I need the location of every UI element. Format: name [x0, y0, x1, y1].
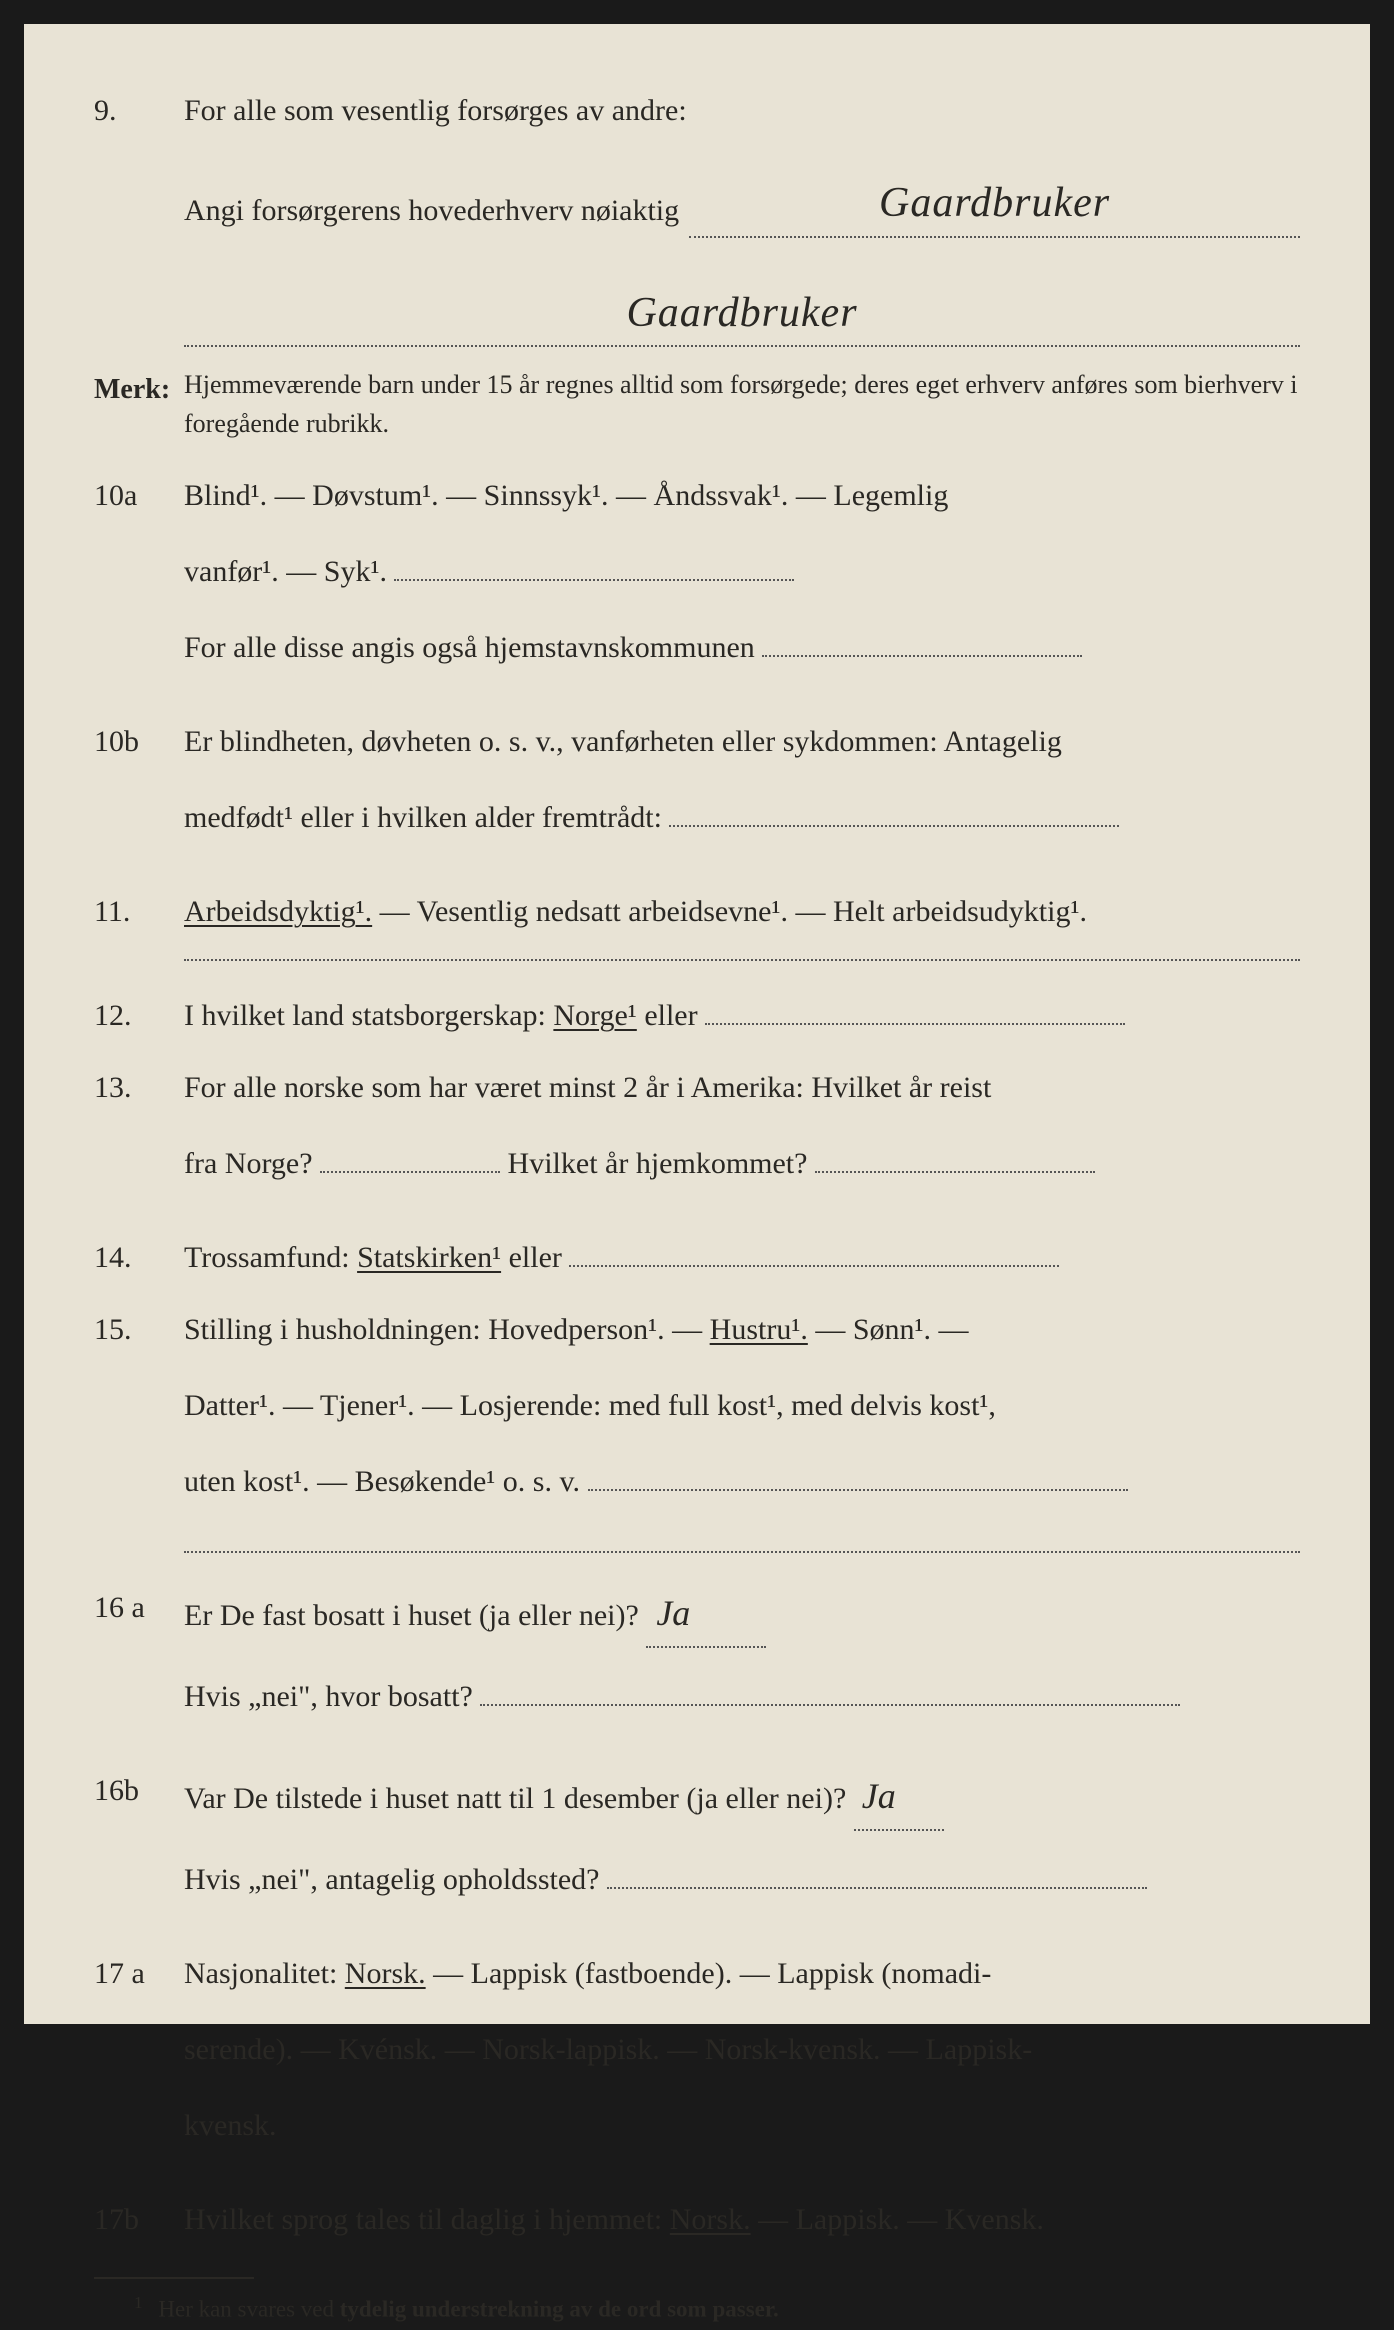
q15-number: 15. — [94, 1303, 184, 1531]
q10b-line1: Er blindheten, døvheten o. s. v., vanfør… — [184, 715, 1300, 769]
q15-line1c: — Sønn¹. — — [808, 1313, 969, 1346]
question-16b: 16b Var De tilstede i huset natt til 1 d… — [94, 1764, 1300, 1929]
q14-part3: eller — [501, 1241, 562, 1274]
q9-line1: For alle som vesentlig forsørges av andr… — [184, 84, 1300, 138]
question-16a: 16 a Er De fast bosatt i huset (ja eller… — [94, 1581, 1300, 1746]
q14-part1: Trossamfund: — [184, 1241, 357, 1274]
q17b-part3: — Lappisk. — Kvensk. — [751, 2203, 1044, 2236]
q12-part1: I hvilket land statsborgerskap: — [184, 999, 553, 1032]
footnote: 1 Her kan svares ved tydelig understrekn… — [94, 2287, 1300, 2330]
divider-2 — [184, 1551, 1300, 1553]
q17a-number: 17 a — [94, 1947, 184, 2175]
q13-number: 13. — [94, 1061, 184, 1213]
q17a-part3: — Lappisk (fastboende). — Lappisk (nomad… — [426, 1957, 992, 1990]
q9-number: 9. — [94, 84, 184, 252]
footnote-text1: Her kan svares ved — [158, 2296, 339, 2321]
q14-underlined: Statskirken¹ — [357, 1241, 501, 1274]
question-17a: 17 a Nasjonalitet: Norsk. — Lappisk (fas… — [94, 1947, 1300, 2175]
q17b-number: 17b — [94, 2193, 184, 2247]
footnote-number: 1 — [134, 2293, 143, 2312]
q17a-line2: serende). — Kvénsk. — Norsk-lappisk. — N… — [184, 2023, 1300, 2077]
q10b-fill[interactable] — [669, 825, 1119, 827]
question-14: 14. Trossamfund: Statskirken¹ eller — [94, 1231, 1300, 1285]
q9-handwritten-1: Gaardbruker — [879, 166, 1110, 242]
q12-number: 12. — [94, 989, 184, 1043]
divider-1 — [184, 959, 1300, 961]
q13-fill1[interactable] — [320, 1171, 500, 1173]
q13-line1: For alle norske som har været minst 2 år… — [184, 1061, 1300, 1115]
q17a-line3: kvensk. — [184, 2099, 1300, 2153]
q9-answer-field[interactable]: Gaardbruker — [689, 160, 1300, 238]
question-11: 11. Arbeidsdyktig¹. — Vesentlig nedsatt … — [94, 885, 1300, 939]
q10a-fill2[interactable] — [762, 655, 1082, 657]
q13-line2a: fra Norge? — [184, 1147, 313, 1180]
q10a-fill[interactable] — [394, 579, 794, 581]
q13-fill2[interactable] — [815, 1171, 1095, 1173]
question-13: 13. For alle norske som har været minst … — [94, 1061, 1300, 1213]
question-10a: 10a Blind¹. — Døvstum¹. — Sinnssyk¹. — Å… — [94, 469, 1300, 697]
q16b-line1: Var De tilstede i huset natt til 1 desem… — [184, 1782, 846, 1815]
merk-note: Merk: Hjemmeværende barn under 15 år reg… — [94, 365, 1300, 443]
q17a-part1: Nasjonalitet: — [184, 1957, 345, 1990]
q9-answer-line2[interactable]: Gaardbruker — [184, 270, 1300, 348]
q14-number: 14. — [94, 1231, 184, 1285]
q10b-line2: medfødt¹ eller i hvilken alder fremtrådt… — [184, 801, 662, 834]
question-10b: 10b Er blindheten, døvheten o. s. v., va… — [94, 715, 1300, 867]
footnote-rule — [94, 2277, 254, 2279]
q11-number: 11. — [94, 885, 184, 939]
q11-rest: — Vesentlig nedsatt arbeidsevne¹. — Helt… — [372, 895, 1087, 928]
q10b-number: 10b — [94, 715, 184, 867]
footnote-bold: tydelig understrekning av de ord som pas… — [340, 2296, 779, 2321]
question-12: 12. I hvilket land statsborgerskap: Norg… — [94, 989, 1300, 1043]
q14-fill[interactable] — [569, 1265, 1059, 1267]
q13-line2b: Hvilket år hjemkommet? — [508, 1147, 808, 1180]
q16b-fill[interactable] — [607, 1887, 1147, 1889]
question-17b: 17b Hvilket sprog tales til daglig i hje… — [94, 2193, 1300, 2247]
q17a-underlined: Norsk. — [345, 1957, 426, 1990]
q16a-line1: Er De fast bosatt i huset (ja eller nei)… — [184, 1599, 639, 1632]
q15-line3: uten kost¹. — Besøkende¹ o. s. v. — [184, 1465, 580, 1498]
q10a-number: 10a — [94, 469, 184, 697]
q15-line2: Datter¹. — Tjener¹. — Losjerende: med fu… — [184, 1379, 1300, 1433]
merk-text: Hjemmeværende barn under 15 år regnes al… — [184, 365, 1300, 443]
q16b-answer-field[interactable]: Ja — [854, 1764, 944, 1831]
q16a-answer-field[interactable]: Ja — [646, 1581, 766, 1648]
q17b-underlined: Norsk. — [670, 2203, 751, 2236]
q10a-line3: For alle disse angis også hjemstavnskomm… — [184, 631, 755, 664]
q12-part3: eller — [637, 999, 698, 1032]
q16b-number: 16b — [94, 1764, 184, 1929]
q10a-line1: Blind¹. — Døvstum¹. — Sinnssyk¹. — Åndss… — [184, 469, 1300, 523]
q11-underlined: Arbeidsdyktig¹. — [184, 895, 372, 928]
q10a-line2: vanfør¹. — Syk¹. — [184, 555, 387, 588]
census-form-page: 9. For alle som vesentlig forsørges av a… — [24, 24, 1370, 2024]
q9-label: Angi forsørgerens hovederhverv nøiaktig — [184, 184, 679, 238]
question-9: 9. For alle som vesentlig forsørges av a… — [94, 84, 1300, 252]
q17b-part1: Hvilket sprog tales til daglig i hjemmet… — [184, 2203, 670, 2236]
q16a-handwritten: Ja — [656, 1581, 690, 1646]
q16b-line2: Hvis „nei", antagelig opholdssted? — [184, 1863, 600, 1896]
merk-label: Merk: — [94, 365, 184, 443]
q16b-handwritten: Ja — [862, 1764, 896, 1829]
q15-line1a: Stilling i husholdningen: Hovedperson¹. … — [184, 1313, 710, 1346]
q9-handwritten-2: Gaardbruker — [626, 276, 857, 352]
q12-fill[interactable] — [705, 1023, 1125, 1025]
question-15: 15. Stilling i husholdningen: Hovedperso… — [94, 1303, 1300, 1531]
q15-underlined: Hustru¹. — [710, 1313, 808, 1346]
q15-fill[interactable] — [588, 1489, 1128, 1491]
q16a-number: 16 a — [94, 1581, 184, 1746]
q16a-fill[interactable] — [480, 1704, 1180, 1706]
q16a-line2: Hvis „nei", hvor bosatt? — [184, 1680, 473, 1713]
q12-underlined: Norge¹ — [553, 999, 636, 1032]
